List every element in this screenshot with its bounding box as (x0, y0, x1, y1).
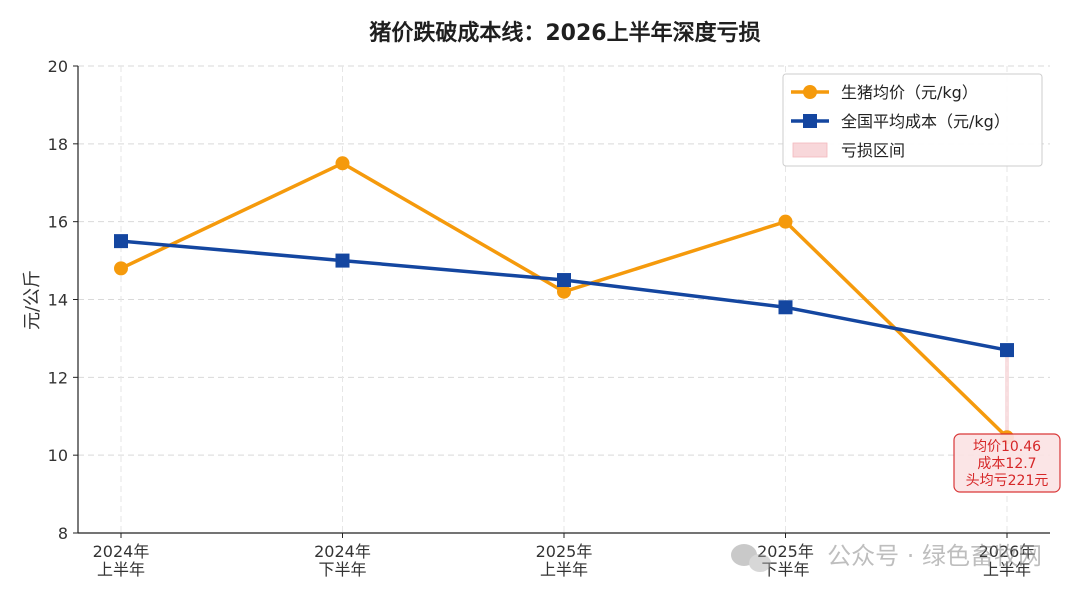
legend-swatch-band (792, 142, 828, 158)
annotation-line: 头均亏221元 (966, 473, 1049, 489)
x-tick-label: 2025年 (536, 542, 593, 561)
y-tick-label: 10 (48, 446, 68, 465)
series-2-point (114, 234, 128, 249)
x-tick-label: 上半年 (97, 560, 145, 579)
x-tick-label: 上半年 (540, 560, 588, 579)
series-2-point (778, 300, 793, 315)
y-tick-label: 20 (48, 57, 68, 76)
x-tick-label: 2024年 (93, 542, 150, 561)
series-2-point (335, 253, 350, 268)
legend-swatch-marker (803, 85, 817, 99)
loss-band-bar (1005, 350, 1009, 438)
series-1-point (557, 284, 571, 299)
annotation-line: 成本12.7 (977, 456, 1036, 472)
x-tick-label: 下半年 (318, 560, 366, 579)
annotation-line: 均价10.46 (973, 439, 1041, 455)
y-tick-label: 16 (48, 213, 68, 232)
loss-band (1005, 350, 1009, 438)
legend-label: 全国平均成本（元/kg） (841, 112, 1010, 131)
watermark: 公众号 · 绿色畜牧网 (827, 542, 1042, 570)
y-tick-label: 14 (48, 291, 68, 310)
annotation-box (953, 433, 1061, 493)
watermark-wechat-icon (731, 544, 771, 572)
grid (78, 65, 1050, 533)
x-tick-label: 2024年 (314, 542, 371, 561)
series-2-point (1000, 343, 1014, 358)
x-tick-label: 下半年 (761, 560, 809, 579)
legend-box (782, 73, 1043, 167)
legend-label: 亏损区间 (841, 141, 905, 160)
y-ticks: 8 10 12 14 16 18 20 (48, 57, 78, 543)
series-1-point (778, 214, 793, 229)
x-tick-label: 上半年 (983, 560, 1031, 579)
y-tick-label: 8 (58, 524, 68, 543)
series-1-point (335, 156, 350, 171)
legend-label: 生猪均价（元/kg） (841, 83, 978, 102)
x-tick-label: 2026年 (979, 542, 1036, 561)
series-1-point (114, 261, 128, 276)
legend-swatch-marker (803, 114, 817, 128)
y-tick-label: 12 (48, 368, 68, 387)
y-axis-label: 元/公斤 (22, 270, 43, 330)
series-2-point (557, 273, 571, 288)
chart-title: 猪价跌破成本线：2026上半年深度亏损 (369, 20, 760, 46)
legend: 生猪均价（元/kg） 全国平均成本（元/kg） 亏损区间 (782, 73, 1043, 167)
x-tick-label: 2025年 (757, 542, 814, 561)
y-tick-label: 18 (48, 135, 68, 154)
